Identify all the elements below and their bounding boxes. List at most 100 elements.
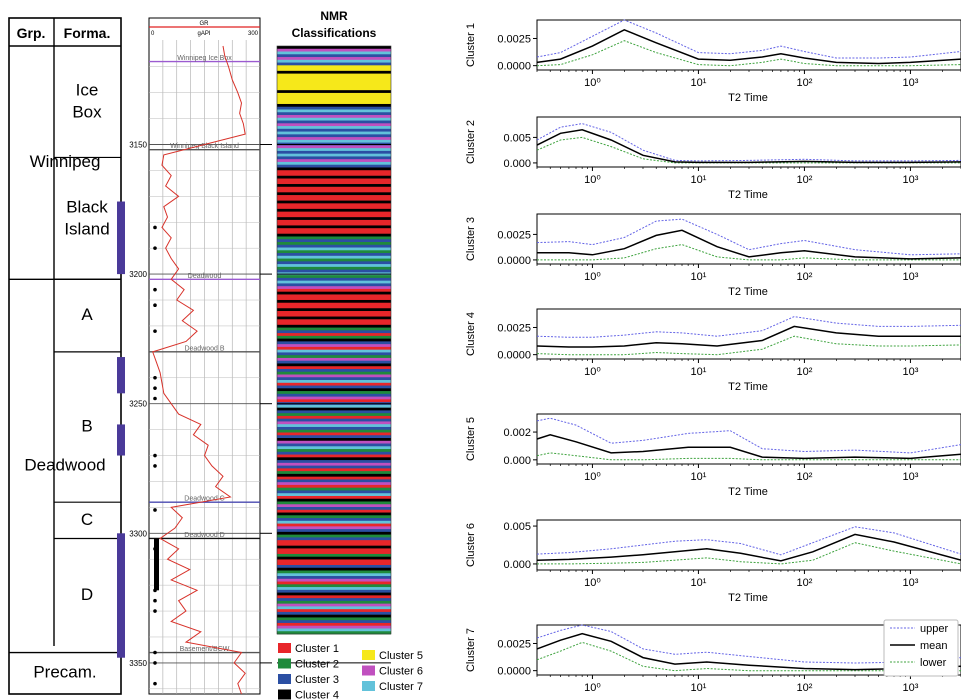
x-axis-label: T2 Time bbox=[728, 381, 768, 393]
nmr-class-band bbox=[277, 54, 391, 58]
nmr-class-band bbox=[277, 515, 391, 519]
nmr-class-band bbox=[277, 172, 391, 177]
nmr-class-band bbox=[277, 346, 391, 351]
depth-tick-label: 3350 bbox=[129, 659, 147, 668]
mean-line bbox=[536, 129, 961, 164]
gr-scale-min: 0 bbox=[151, 31, 155, 37]
series-legend-label: lower bbox=[920, 657, 947, 669]
nmr-class-band bbox=[277, 341, 391, 345]
nmr-class-band bbox=[277, 115, 391, 119]
nmr-class-band bbox=[277, 109, 391, 113]
formation-label: A bbox=[81, 305, 93, 324]
nmr-class-band bbox=[277, 529, 391, 533]
legend-label: Cluster 3 bbox=[295, 674, 339, 686]
x-tick-label: 10³ bbox=[902, 271, 918, 283]
x-tick-label: 10³ bbox=[902, 77, 918, 89]
group-label: Precam. bbox=[33, 663, 96, 682]
nmr-class-band bbox=[277, 120, 391, 124]
nmr-class-band bbox=[277, 228, 391, 232]
formation-label: C bbox=[81, 510, 93, 529]
nmr-class-band bbox=[277, 371, 391, 375]
cluster-panel-frame bbox=[536, 519, 961, 571]
nmr-class-band bbox=[277, 404, 391, 409]
nmr-class-band bbox=[277, 382, 391, 386]
mean-line bbox=[536, 28, 961, 65]
nmr-class-band bbox=[277, 564, 391, 569]
nmr-class-band bbox=[277, 426, 391, 431]
y-tick-label: 0.0025 bbox=[497, 322, 531, 334]
upper-bound-line bbox=[536, 316, 961, 338]
sampled-interval-bar bbox=[117, 424, 125, 456]
x-tick-label: 10¹ bbox=[690, 471, 706, 483]
nmr-class-band bbox=[277, 181, 391, 185]
nmr-class-band bbox=[277, 73, 391, 77]
depth-tick-label: 3200 bbox=[129, 270, 147, 279]
legend-swatch bbox=[278, 674, 291, 684]
nmr-class-band bbox=[277, 170, 391, 174]
nmr-class-band bbox=[277, 200, 391, 204]
nmr-class-band bbox=[277, 432, 391, 436]
nmr-class-band bbox=[277, 230, 391, 235]
nmr-class-band bbox=[277, 603, 391, 607]
cluster-panel-frame bbox=[536, 413, 961, 465]
nmr-class-band bbox=[277, 595, 391, 599]
nmr-class-band bbox=[277, 319, 391, 323]
nmr-class-band bbox=[277, 352, 391, 356]
t2-distribution-panels: 10⁰ 10¹ 10² 10³ 0.0000 0.0025 Cluster 1 T2 Time… bbox=[465, 19, 961, 694]
x-tick-label: 10³ bbox=[902, 577, 918, 589]
x-tick-label: 10¹ bbox=[690, 577, 706, 589]
nmr-class-band bbox=[277, 65, 391, 69]
nmr-class-band bbox=[277, 620, 391, 624]
nmr-class-band bbox=[277, 178, 391, 182]
nmr-class-band bbox=[277, 495, 391, 500]
nmr-class-band bbox=[277, 363, 391, 367]
depth-tick-label: 3150 bbox=[129, 140, 147, 149]
lower-bound-line bbox=[537, 244, 961, 261]
nmr-class-band bbox=[277, 192, 391, 196]
formation-top-label: Deadwood bbox=[188, 273, 222, 280]
nmr-class-band bbox=[277, 70, 391, 75]
nmr-class-band bbox=[277, 266, 391, 271]
nmr-class-band bbox=[277, 286, 391, 290]
nmr-class-band bbox=[277, 598, 391, 602]
formation-top-label: Winnipeg Black Island bbox=[170, 143, 239, 150]
nmr-class-band bbox=[277, 148, 391, 152]
nmr-class-band bbox=[277, 457, 391, 461]
nmr-class-band bbox=[277, 264, 391, 268]
nmr-class-band bbox=[277, 537, 391, 541]
x-axis-label: T2 Time bbox=[728, 486, 768, 498]
x-tick-label: 10¹ bbox=[690, 271, 706, 283]
x-axis-label: T2 Time bbox=[728, 592, 768, 604]
cluster-legend: Cluster 1 Cluster 2 Cluster 3 Cluster 4 Clus… bbox=[278, 643, 423, 700]
nmr-class-band bbox=[277, 186, 391, 190]
nmr-class-band bbox=[277, 95, 391, 99]
nmr-class-band bbox=[277, 316, 391, 320]
lower-bound-line bbox=[536, 335, 961, 356]
nmr-class-band bbox=[277, 451, 391, 455]
nmr-class-band bbox=[277, 322, 391, 326]
nmr-class-band bbox=[277, 556, 391, 560]
nmr-class-band bbox=[277, 520, 391, 524]
x-tick-label: 10¹ bbox=[690, 682, 706, 694]
sample-point bbox=[153, 396, 157, 401]
series-legend-label: mean bbox=[920, 640, 948, 652]
legend-label: Cluster 4 bbox=[295, 690, 339, 700]
nmr-class-band bbox=[277, 236, 391, 240]
mean-line bbox=[536, 632, 961, 671]
y-tick-label: 0.0000 bbox=[497, 350, 531, 362]
precambrian-band bbox=[10, 653, 120, 693]
formation-top-label: Deadwood B bbox=[184, 345, 224, 352]
nmr-class-band bbox=[277, 380, 391, 384]
y-axis-label: Cluster 2 bbox=[465, 120, 477, 164]
nmr-class-band bbox=[277, 567, 391, 571]
nmr-class-band bbox=[277, 68, 391, 72]
mean-line bbox=[536, 533, 961, 562]
nmr-class-band bbox=[277, 487, 391, 491]
depth-tick-label: 3250 bbox=[129, 400, 147, 409]
nmr-class-band bbox=[277, 476, 391, 480]
nmr-class-band bbox=[277, 92, 391, 97]
nmr-class-band bbox=[277, 625, 391, 629]
nmr-class-band bbox=[277, 501, 391, 505]
nmr-class-band bbox=[277, 374, 391, 378]
nmr-class-band bbox=[277, 239, 391, 243]
